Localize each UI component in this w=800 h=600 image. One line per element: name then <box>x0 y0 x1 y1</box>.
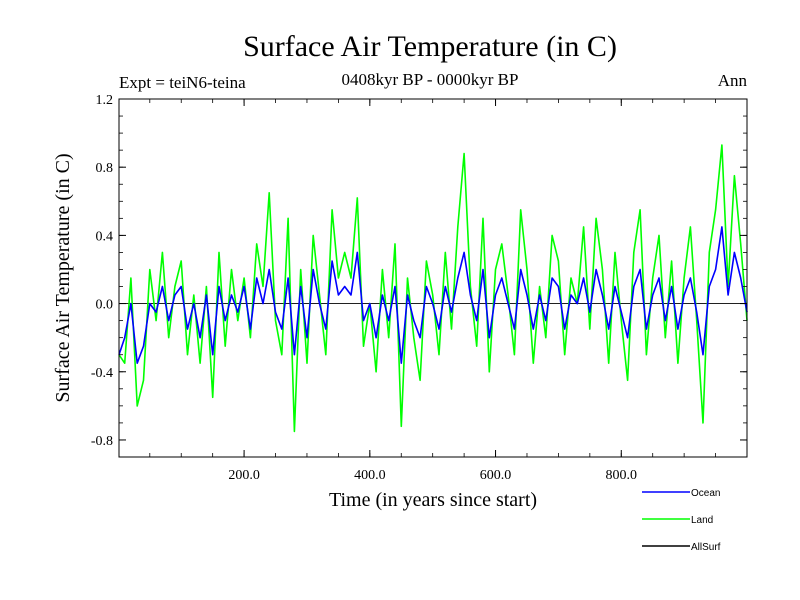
y-axis-label: Surface Air Temperature (in C) <box>52 153 74 402</box>
series-line-ocean <box>118 226 748 365</box>
x-tick-label: 800.0 <box>606 468 638 483</box>
x-tick-label: 200.0 <box>228 468 260 483</box>
x-tick-label: 600.0 <box>480 468 512 483</box>
season-label: Ann <box>718 71 748 90</box>
plot-frame <box>118 98 748 458</box>
plot-area: -0.8 -0.4 0.0 0.4 0.8 1.2 200.0 400.0 600.0 800.0 <box>91 93 748 483</box>
legend-allsurf-label: AllSurf <box>691 542 721 553</box>
y-tick-label: 0.8 <box>96 161 114 176</box>
y-tick-label: -0.8 <box>91 434 113 449</box>
experiment-label: Expt = teiN6-teina <box>119 73 246 92</box>
y-tick-label: 0.4 <box>96 229 114 244</box>
x-tick-label: 400.0 <box>354 468 386 483</box>
y-tick-label: -0.4 <box>91 366 113 381</box>
y-tick-label: 0.0 <box>96 298 114 313</box>
chart-title: Surface Air Temperature (in C) <box>243 30 617 63</box>
series-line-land <box>118 144 748 433</box>
legend-ocean-label: Ocean <box>691 488 720 499</box>
chart-subtitle: 0408kyr BP - 0000kyr BP <box>342 70 519 89</box>
legend: Ocean Land AllSurf <box>642 488 721 553</box>
x-axis-label: Time (in years since start) <box>329 489 537 511</box>
y-tick-label: 1.2 <box>96 93 114 108</box>
legend-land-label: Land <box>691 515 713 526</box>
